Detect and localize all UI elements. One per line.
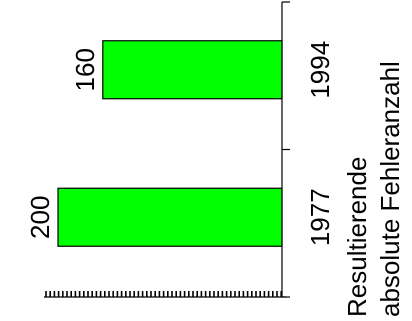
value-axis-label-line-1: Resultierende [342,157,372,317]
chart-marks [57,40,283,247]
bar-1994 [102,40,283,100]
category-label-1977: 1977 [305,188,335,246]
data-label-1977: 200 [25,196,55,239]
chart-labels: 160 1994 200 1977 Resultierende absolute Fehl… [25,41,405,317]
bar-1977 [57,187,283,247]
category-axis [44,1,290,298]
data-label-1994: 160 [70,48,100,91]
category-label-1994: 1994 [305,41,335,99]
value-axis-label-line-2: absolute Fehleranzahl [375,61,405,317]
